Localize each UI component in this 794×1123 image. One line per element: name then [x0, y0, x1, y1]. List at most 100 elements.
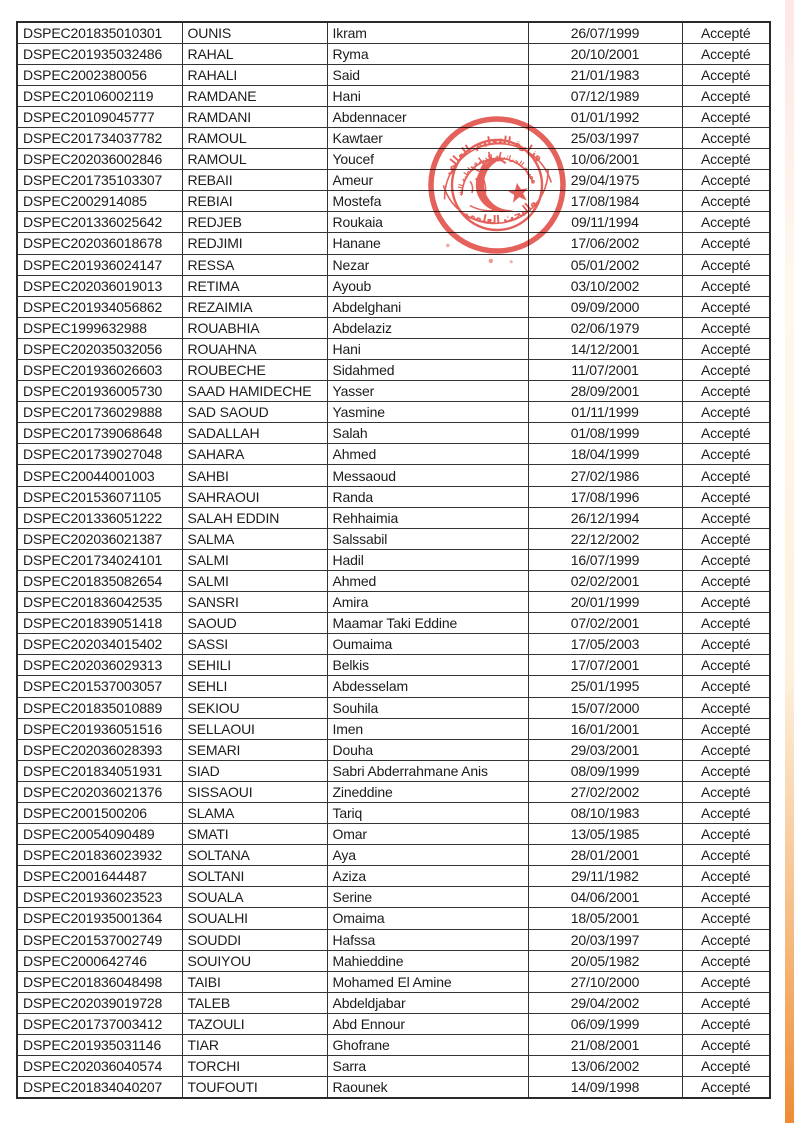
cell-first-name: Hafssa	[326, 928, 529, 951]
cell-status: Accepté	[681, 886, 771, 909]
table-row: DSPEC202035032056 ROUAHNA Hani 14/12/200…	[16, 337, 771, 361]
table-row: DSPEC202036002846 RAMOUL Youcef 10/06/20…	[16, 148, 771, 171]
cell-surname: ROUBECHE	[181, 358, 328, 382]
cell-registration-id: DSPEC1999632988	[16, 316, 183, 339]
cell-status: Accepté	[681, 21, 771, 44]
cell-first-name: Imen	[326, 717, 529, 740]
cell-surname: SOLTANA	[181, 844, 328, 867]
cell-surname: REDJEB	[181, 211, 328, 234]
cell-surname: SAAD HAMIDECHE	[181, 380, 328, 403]
cell-registration-id: DSPEC201734037782	[16, 126, 183, 150]
cell-surname: SOLTANI	[181, 865, 328, 888]
cell-registration-id: DSPEC201936024147	[16, 253, 183, 276]
cell-status: Accepté	[681, 612, 771, 635]
cell-registration-id: DSPEC202036019013	[16, 274, 183, 297]
cell-registration-id: DSPEC202036028393	[16, 738, 183, 761]
cell-birth-date: 28/01/2001	[527, 844, 683, 867]
cell-surname: SOUIYOU	[181, 949, 328, 972]
cell-birth-date: 21/01/1983	[527, 63, 683, 86]
cell-surname: TAIBI	[181, 970, 328, 993]
cell-birth-date: 17/05/2003	[527, 633, 683, 656]
table-row: DSPEC201935031146 TIAR Ghofrane 21/08/20…	[16, 1033, 771, 1057]
cell-birth-date: 16/07/1999	[527, 548, 683, 571]
cell-first-name: Abdesselam	[326, 675, 529, 698]
table-row: DSPEC201537002749 SOUDDI Hafssa 20/03/19…	[16, 928, 771, 951]
cell-registration-id: DSPEC20044001003	[16, 464, 183, 487]
cell-registration-id: DSPEC201835010889	[16, 696, 183, 719]
cell-surname: SALMI	[181, 548, 328, 571]
cell-status: Accepté	[681, 358, 771, 382]
cell-registration-id: DSPEC2001500206	[16, 801, 183, 825]
table-row: DSPEC201935032486 RAHAL Ryma 20/10/2001 …	[16, 42, 771, 65]
cell-birth-date: 18/05/2001	[527, 907, 683, 930]
cell-registration-id: DSPEC202034015402	[16, 633, 183, 656]
cell-status: Accepté	[681, 548, 771, 571]
cell-surname: RAHAL	[181, 42, 328, 65]
cell-surname: SALMA	[181, 527, 328, 550]
cell-birth-date: 21/08/2001	[527, 1033, 683, 1057]
cell-registration-id: DSPEC201934056862	[16, 295, 183, 318]
cell-birth-date: 25/01/1995	[527, 675, 683, 698]
cell-first-name: Amira	[326, 591, 529, 614]
cell-surname: SALMI	[181, 569, 328, 593]
cell-registration-id: DSPEC2000642746	[16, 949, 183, 972]
cell-surname: SIAD	[181, 759, 328, 782]
cell-first-name: Abdennacer	[326, 105, 529, 128]
cell-first-name: Messaoud	[326, 464, 529, 487]
cell-status: Accepté	[681, 738, 771, 761]
cell-status: Accepté	[681, 253, 771, 276]
cell-status: Accepté	[681, 84, 771, 107]
cell-surname: SALAH EDDIN	[181, 506, 328, 529]
cell-status: Accepté	[681, 422, 771, 445]
table-row: DSPEC201936051516 SELLAOUI Imen 16/01/20…	[16, 717, 771, 740]
cell-status: Accepté	[681, 844, 771, 867]
cell-registration-id: DSPEC202036040574	[16, 1055, 183, 1078]
cell-first-name: Hani	[326, 337, 529, 361]
cell-first-name: Ameur	[326, 169, 529, 192]
cell-birth-date: 05/01/2002	[527, 253, 683, 276]
cell-first-name: Kawtaer	[326, 126, 529, 150]
cell-registration-id: DSPEC201836023932	[16, 844, 183, 867]
cell-status: Accepté	[681, 780, 771, 803]
cell-surname: RETIMA	[181, 274, 328, 297]
cell-status: Accepté	[681, 232, 771, 255]
cell-first-name: Sidahmed	[326, 358, 529, 382]
table-row: DSPEC202036040574 TORCHI Sarra 13/06/200…	[16, 1055, 771, 1078]
scan-edge-artifact	[785, 0, 794, 1123]
cell-surname: SAHBI	[181, 464, 328, 487]
cell-first-name: Aziza	[326, 865, 529, 888]
cell-surname: OUNIS	[181, 21, 328, 44]
cell-status: Accepté	[681, 569, 771, 593]
cell-first-name: Omar	[326, 823, 529, 846]
applicants-table-wrap: DSPEC201835010301 OUNIS Ikram 26/07/1999…	[16, 21, 771, 1099]
table-row: DSPEC201836023932 SOLTANA Aya 28/01/2001…	[16, 844, 771, 867]
cell-first-name: Yasmine	[326, 401, 529, 424]
table-row: DSPEC20109045777 RAMDANI Abdennacer 01/0…	[16, 105, 771, 128]
cell-status: Accepté	[681, 316, 771, 339]
cell-surname: SANSRI	[181, 591, 328, 614]
cell-birth-date: 28/09/2001	[527, 380, 683, 403]
table-row: DSPEC201739027048 SAHARA Ahmed 18/04/199…	[16, 443, 771, 466]
cell-birth-date: 07/12/1989	[527, 84, 683, 107]
cell-birth-date: 29/03/2001	[527, 738, 683, 761]
cell-registration-id: DSPEC201537002749	[16, 928, 183, 951]
cell-first-name: Abdeldjabar	[326, 991, 529, 1014]
table-row: DSPEC202039019728 TALEB Abdeldjabar 29/0…	[16, 991, 771, 1014]
cell-first-name: Ryma	[326, 42, 529, 65]
cell-surname: REBAII	[181, 169, 328, 192]
cell-registration-id: DSPEC202036002846	[16, 148, 183, 171]
cell-first-name: Douha	[326, 738, 529, 761]
cell-first-name: Sarra	[326, 1055, 529, 1078]
cell-first-name: Raounek	[326, 1076, 529, 1099]
cell-first-name: Nezar	[326, 253, 529, 276]
cell-status: Accepté	[681, 380, 771, 403]
cell-surname: SEKIOU	[181, 696, 328, 719]
cell-first-name: Belkis	[326, 654, 529, 677]
cell-status: Accepté	[681, 63, 771, 86]
cell-surname: REDJIMI	[181, 232, 328, 255]
cell-surname: SEHLI	[181, 675, 328, 698]
cell-registration-id: DSPEC20054090489	[16, 823, 183, 846]
cell-status: Accepté	[681, 295, 771, 318]
cell-first-name: Abdelaziz	[326, 316, 529, 339]
cell-status: Accepté	[681, 949, 771, 972]
